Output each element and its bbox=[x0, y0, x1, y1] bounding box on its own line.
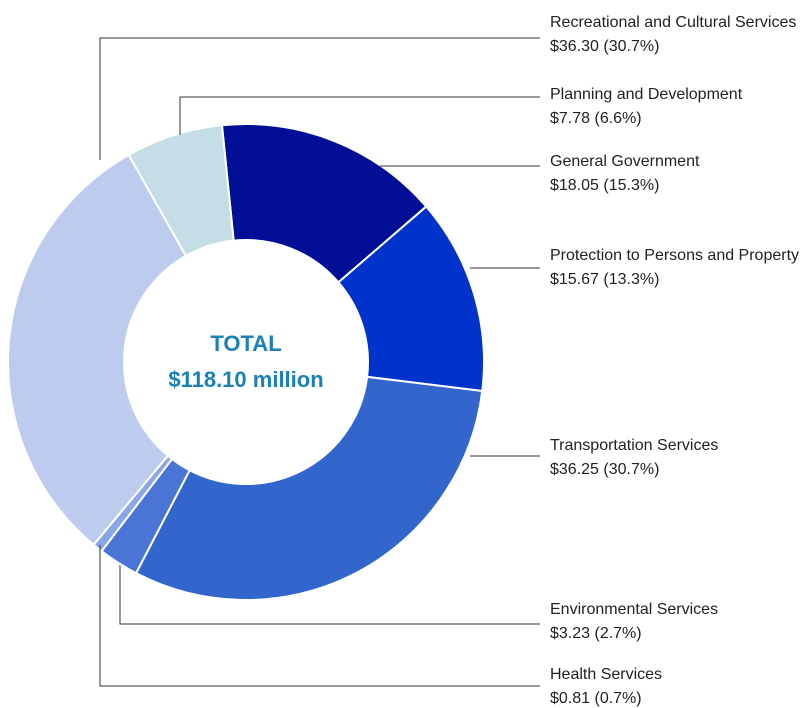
slice-value-label: $18.05 (15.3%) bbox=[550, 177, 659, 194]
slice-label: Planning and Development bbox=[550, 86, 743, 103]
center-title: TOTAL bbox=[210, 331, 281, 356]
leader-line bbox=[119, 565, 540, 625]
slice-label: Recreational and Cultural Services bbox=[550, 14, 796, 31]
donut: General Government $18.05 (15.3%) Protecti… bbox=[7, 14, 799, 707]
slice-value-label: $36.25 (30.7%) bbox=[550, 461, 659, 478]
slice-label: General Government bbox=[550, 153, 700, 170]
leader-line bbox=[179, 96, 540, 135]
slice-value-label: $3.23 (2.7%) bbox=[550, 625, 642, 642]
slice-value-label: $36.30 (30.7%) bbox=[550, 38, 659, 55]
center-total: $118.10 million bbox=[168, 367, 323, 392]
donut-slice bbox=[127, 124, 235, 258]
donut-slice bbox=[220, 123, 428, 284]
donut-slice bbox=[7, 153, 188, 547]
slice-label: Environmental Services bbox=[550, 601, 718, 618]
slice-value-label: $0.81 (0.7%) bbox=[550, 690, 642, 707]
leader-line bbox=[99, 37, 540, 160]
leader-line bbox=[99, 545, 540, 687]
slice-label: Health Services bbox=[550, 666, 662, 683]
slice-label: Transportation Services bbox=[550, 437, 718, 454]
donut-slice bbox=[134, 375, 484, 601]
slice-label: Protection to Persons and Property bbox=[550, 247, 799, 264]
slice-value-label: $7.78 (6.6%) bbox=[550, 110, 642, 127]
slice-value-label: $15.67 (13.3%) bbox=[550, 271, 659, 288]
